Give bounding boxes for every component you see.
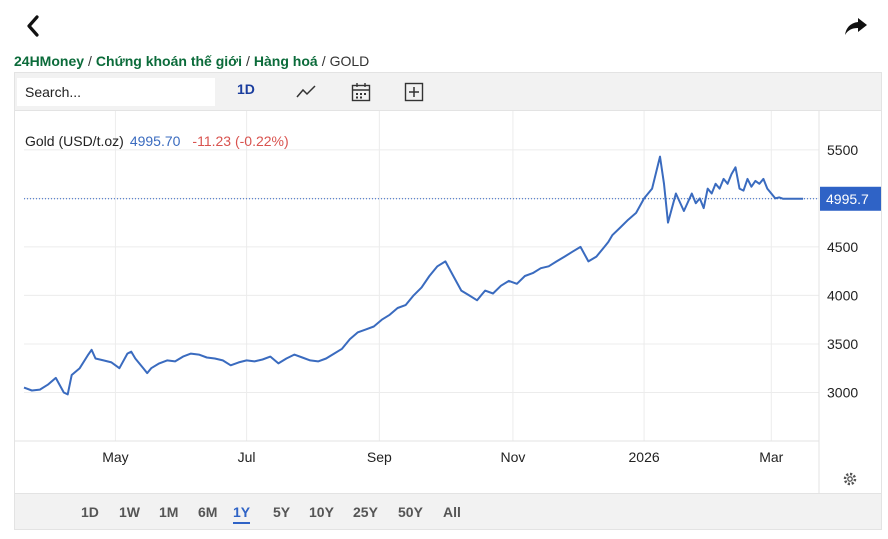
range-button-25y[interactable]: 25Y: [353, 504, 378, 520]
range-button-5y[interactable]: 5Y: [273, 504, 291, 520]
y-tick-label: 3000: [827, 384, 858, 400]
range-button-10y[interactable]: 10Y: [309, 504, 334, 520]
breadcrumb-link-24hmoney[interactable]: 24HMoney: [14, 53, 85, 69]
chart-area[interactable]: 300035004000450050005500MayJulSepNov2026…: [15, 111, 881, 493]
last-price-badge: [820, 186, 881, 211]
back-arrow-icon[interactable]: [20, 12, 48, 40]
breadcrumb: 24HMoney / Chứng khoán thế giới / Hàng hoá / G…: [14, 53, 369, 69]
y-tick-label: 4500: [827, 239, 858, 255]
legend-change: -11.23 (-0.22%): [192, 133, 289, 149]
breadcrumb-current: GOLD: [329, 53, 370, 69]
range-button-1d[interactable]: 1D: [81, 504, 99, 520]
range-selector: 1D 1W 1M 6M 1Y 5Y 10Y 25Y 50Y All: [15, 493, 881, 529]
settings-gear-icon[interactable]: [843, 472, 857, 486]
breadcrumb-separator: /: [88, 53, 92, 69]
range-button-all[interactable]: All: [443, 504, 461, 520]
breadcrumb-separator: /: [321, 53, 326, 69]
range-button-1y[interactable]: 1Y: [233, 504, 251, 524]
y-tick-label: 3500: [827, 336, 858, 352]
line-chart-type-icon[interactable]: [295, 81, 317, 103]
interval-button[interactable]: 1D: [237, 81, 255, 97]
chart-toolbar: 1D: [15, 73, 881, 111]
range-button-50y[interactable]: 50Y: [398, 504, 423, 520]
x-tick-label: Sep: [367, 449, 392, 465]
breadcrumb-separator: /: [246, 53, 250, 69]
x-tick-label: Jul: [238, 449, 256, 465]
breadcrumb-link-world-stocks[interactable]: Chứng khoán thế giới: [95, 53, 243, 69]
legend-price: 4995.70: [129, 133, 181, 149]
symbol-search-input[interactable]: [17, 78, 215, 106]
y-tick-label: 4000: [827, 287, 858, 303]
x-tick-label: Mar: [759, 449, 783, 465]
price-chart[interactable]: 300035004000450050005500MayJulSepNov2026…: [15, 111, 881, 493]
x-tick-label: Nov: [500, 449, 525, 465]
range-button-1m[interactable]: 1M: [159, 504, 179, 520]
x-tick-label: 2026: [629, 449, 660, 465]
share-icon[interactable]: [842, 12, 870, 40]
x-tick-label: May: [102, 449, 128, 465]
breadcrumb-link-commodities[interactable]: Hàng hoá: [253, 53, 318, 69]
last-price-label: 4995.7: [826, 191, 869, 207]
chart-widget: 1D 300035004000450050005500MayJulSepNov2…: [14, 72, 882, 530]
range-button-1w[interactable]: 1W: [119, 504, 140, 520]
calendar-icon[interactable]: [350, 81, 372, 103]
chart-legend: Gold (USD/t.oz) 4995.70 -11.23 (-0.22%): [25, 133, 289, 149]
y-tick-label: 5500: [827, 142, 858, 158]
legend-symbol: Gold (USD/t.oz): [25, 133, 124, 149]
range-button-6m[interactable]: 6M: [198, 504, 218, 520]
add-indicator-icon[interactable]: [403, 81, 425, 103]
price-series-line: [23, 155, 804, 396]
top-bar: [0, 0, 888, 50]
